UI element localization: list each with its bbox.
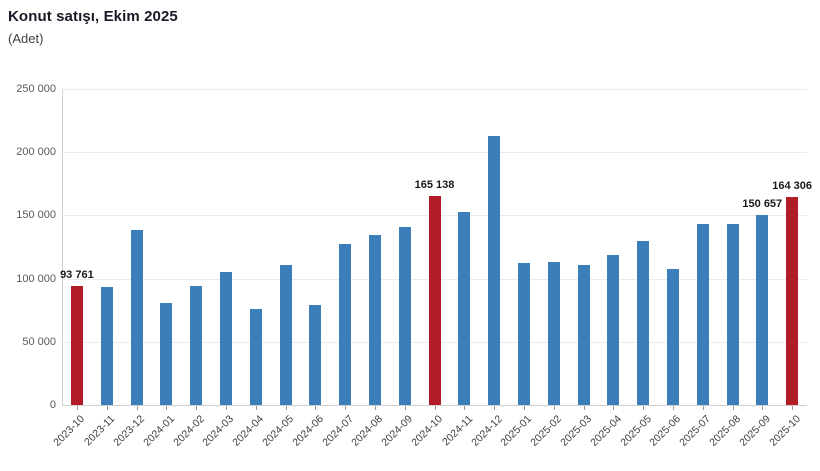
x-axis-tick bbox=[76, 406, 78, 410]
bar-2024-02[interactable] bbox=[190, 286, 203, 405]
x-axis-label: 2024-04 bbox=[230, 413, 267, 449]
x-axis-label: 2024-05 bbox=[260, 413, 296, 449]
bar-2025-05[interactable] bbox=[637, 240, 650, 405]
x-axis-tick bbox=[106, 406, 108, 410]
y-axis-tick-label: 150 000 bbox=[16, 209, 56, 222]
x-axis-label: 2025-01 bbox=[498, 413, 535, 449]
x-axis-label: 2025-07 bbox=[677, 413, 714, 449]
x-axis-tick bbox=[374, 406, 376, 410]
x-axis-tick bbox=[672, 406, 674, 410]
chart-subtitle: (Adet) bbox=[8, 31, 44, 46]
bar-2024-12[interactable] bbox=[488, 136, 501, 405]
bar-2024-08[interactable] bbox=[368, 235, 381, 405]
x-axis-label: 2025-06 bbox=[647, 413, 684, 449]
x-axis-tick bbox=[702, 406, 704, 410]
bar-2025-09[interactable] bbox=[756, 214, 769, 405]
bar-2025-06[interactable] bbox=[666, 268, 679, 405]
x-axis-label: 2025-02 bbox=[528, 413, 565, 449]
x-axis-baseline bbox=[62, 405, 807, 406]
bar-2025-02[interactable] bbox=[547, 262, 560, 405]
x-axis-label: 2023-12 bbox=[111, 413, 147, 449]
bar-value-label: 150 657 bbox=[742, 197, 783, 210]
x-axis-tick bbox=[553, 406, 555, 410]
bar-2023-11[interactable] bbox=[100, 287, 113, 405]
x-axis-label: 2025-05 bbox=[617, 413, 654, 449]
bar-2025-04[interactable] bbox=[607, 255, 620, 405]
x-axis-tick bbox=[255, 406, 257, 410]
bar-2023-10[interactable] bbox=[70, 286, 83, 405]
y-axis-tick-label: 200 000 bbox=[16, 146, 56, 159]
x-axis-label: 2024-03 bbox=[200, 413, 237, 449]
x-axis-tick bbox=[613, 406, 615, 410]
x-axis-tick bbox=[643, 406, 645, 410]
gridline bbox=[62, 152, 807, 154]
x-axis-label: 2024-01 bbox=[141, 413, 177, 449]
y-axis-line bbox=[62, 89, 63, 405]
x-axis-label: 2024-09 bbox=[379, 413, 416, 449]
bar-2024-07[interactable] bbox=[339, 244, 352, 405]
x-axis-label: 2025-08 bbox=[707, 413, 743, 449]
bar-2025-10[interactable] bbox=[786, 197, 799, 405]
x-axis-label: 2024-06 bbox=[290, 413, 326, 449]
x-axis-tick bbox=[196, 406, 198, 410]
x-axis-label: 2024-07 bbox=[319, 413, 356, 449]
x-axis-tick bbox=[583, 406, 585, 410]
chart-title: Konut satışı, Ekim 2025 bbox=[8, 8, 178, 25]
x-axis-label: 2024-08 bbox=[349, 413, 386, 449]
x-axis-label: 2025-04 bbox=[588, 413, 624, 449]
bar-value-label: 93 761 bbox=[60, 269, 94, 282]
x-axis-tick bbox=[136, 406, 138, 410]
bar-value-label: 164 306 bbox=[772, 180, 812, 193]
bar-2024-01[interactable] bbox=[160, 303, 173, 405]
bar-2024-10[interactable] bbox=[428, 196, 441, 405]
x-axis-tick bbox=[494, 406, 496, 410]
y-axis-tick-label: 0 bbox=[49, 399, 56, 411]
bar-2024-11[interactable] bbox=[458, 211, 471, 405]
x-axis-label: 2024-02 bbox=[170, 413, 207, 449]
bar-2024-09[interactable] bbox=[398, 226, 411, 405]
bar-2024-04[interactable] bbox=[249, 309, 262, 405]
x-axis-label: 2024-11 bbox=[439, 413, 475, 449]
bar-2025-01[interactable] bbox=[517, 263, 530, 405]
x-axis-label: 2025-10 bbox=[766, 413, 803, 449]
bar-value-label: 165 138 bbox=[414, 179, 455, 192]
x-axis-tick bbox=[225, 406, 227, 410]
x-axis-tick bbox=[792, 406, 794, 410]
bar-2023-12[interactable] bbox=[130, 229, 143, 405]
bar-2024-06[interactable] bbox=[309, 304, 322, 405]
bar-2025-03[interactable] bbox=[577, 264, 590, 405]
x-axis-label: 2024-10 bbox=[409, 413, 445, 449]
x-axis-tick bbox=[523, 406, 525, 410]
x-axis-tick bbox=[434, 406, 436, 410]
x-axis-tick bbox=[315, 406, 317, 410]
x-axis-tick bbox=[762, 406, 764, 410]
x-axis-label: 2025-09 bbox=[737, 413, 773, 449]
x-axis-label: 2023-11 bbox=[81, 413, 118, 449]
bar-2025-08[interactable] bbox=[726, 223, 739, 405]
y-axis-tick-label: 50 000 bbox=[22, 335, 56, 348]
x-axis-tick bbox=[732, 406, 734, 410]
x-axis-label: 2025-03 bbox=[558, 413, 594, 449]
bar-2025-07[interactable] bbox=[696, 224, 709, 405]
x-axis-tick bbox=[404, 406, 406, 410]
y-axis-tick-label: 100 000 bbox=[16, 272, 56, 285]
x-axis-label: 2024-12 bbox=[468, 413, 505, 449]
bar-2024-03[interactable] bbox=[219, 271, 232, 405]
x-axis-tick bbox=[285, 406, 287, 410]
x-axis-tick bbox=[166, 406, 168, 410]
x-axis-tick bbox=[464, 406, 466, 410]
x-axis-label: 2023-10 bbox=[51, 413, 88, 449]
gridline bbox=[62, 89, 807, 90]
bar-2024-05[interactable] bbox=[279, 265, 292, 405]
y-axis-tick-label: 250 000 bbox=[16, 83, 56, 95]
x-axis-tick bbox=[345, 406, 347, 410]
